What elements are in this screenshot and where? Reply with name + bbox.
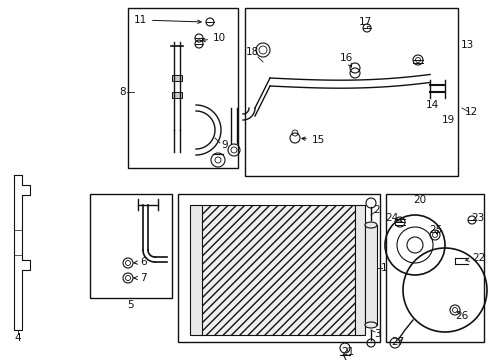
Text: 10: 10 <box>202 33 225 43</box>
Text: 1: 1 <box>380 263 386 273</box>
Text: 5: 5 <box>127 300 134 310</box>
Text: 19: 19 <box>441 115 454 125</box>
Bar <box>244 8 457 176</box>
Text: 20: 20 <box>412 195 426 205</box>
Bar <box>354 205 364 335</box>
Ellipse shape <box>364 322 376 328</box>
Bar <box>385 194 483 342</box>
Text: 11: 11 <box>134 15 201 25</box>
Text: 8: 8 <box>120 87 126 97</box>
Text: 3: 3 <box>373 329 380 339</box>
Ellipse shape <box>364 222 376 228</box>
Bar <box>90 194 172 298</box>
Text: 6: 6 <box>134 257 146 267</box>
Text: 16: 16 <box>339 53 352 67</box>
Text: 2: 2 <box>373 205 380 215</box>
Bar <box>364 225 376 325</box>
Text: 13: 13 <box>459 40 473 50</box>
Text: 25: 25 <box>429 225 442 235</box>
Text: 15: 15 <box>301 135 325 145</box>
Text: 22: 22 <box>465 253 484 263</box>
Bar <box>200 205 354 335</box>
Text: 24: 24 <box>384 213 401 223</box>
Bar <box>190 205 202 335</box>
Bar <box>172 92 182 98</box>
Text: 17: 17 <box>358 17 371 27</box>
Bar <box>172 75 182 81</box>
Text: 18: 18 <box>245 47 258 57</box>
Text: 23: 23 <box>470 213 484 223</box>
Bar <box>128 8 238 168</box>
Text: 21: 21 <box>341 347 354 357</box>
Text: 12: 12 <box>464 107 477 117</box>
Text: 27: 27 <box>390 337 404 347</box>
Text: 7: 7 <box>134 273 146 283</box>
Text: 9: 9 <box>221 140 228 150</box>
Bar <box>178 194 379 342</box>
Text: 14: 14 <box>425 100 438 110</box>
Text: 26: 26 <box>454 311 468 321</box>
Text: 4: 4 <box>15 333 21 343</box>
